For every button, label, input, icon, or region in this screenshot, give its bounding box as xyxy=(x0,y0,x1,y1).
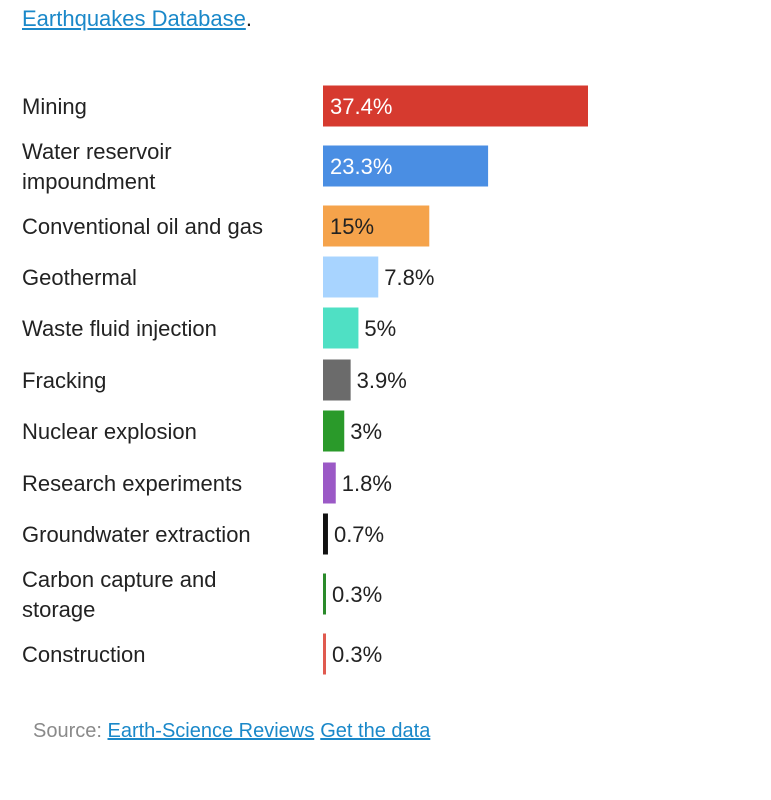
bar xyxy=(323,513,328,555)
bar xyxy=(323,359,351,401)
bar-chart: Mining 37.4% Water reservoir impoundment 23.… xyxy=(22,85,588,675)
value-label: 3.9% xyxy=(357,368,407,393)
source-prefix: Source: xyxy=(33,720,102,742)
earthquakes-database-link[interactable]: Earthquakes Database xyxy=(22,6,246,31)
get-the-data-link[interactable]: Get the data xyxy=(320,720,431,742)
bar xyxy=(323,256,379,298)
category-label: Fracking xyxy=(22,368,106,393)
bar xyxy=(323,307,359,349)
value-label: 15% xyxy=(330,214,374,239)
category-label: Construction xyxy=(22,642,146,667)
link-trailing-period: . xyxy=(245,6,252,31)
category-label: Conventional oil and gas xyxy=(22,214,263,239)
bar xyxy=(323,85,588,127)
value-label: 37.4% xyxy=(330,94,392,119)
bar xyxy=(323,205,430,247)
value-label: 0.7% xyxy=(334,522,384,547)
category-label: Carbon capture and storage xyxy=(22,567,216,622)
database-link-line: Earthquakes Database. xyxy=(22,6,252,32)
value-label: 0.3% xyxy=(332,642,382,667)
category-label: Geothermal xyxy=(22,265,137,290)
earth-science-reviews-link[interactable]: Earth-Science Reviews xyxy=(107,720,315,742)
value-label: 1.8% xyxy=(342,471,392,496)
category-label: Water reservoir impoundment xyxy=(22,139,172,194)
value-label: 5% xyxy=(364,316,396,341)
value-label: 0.3% xyxy=(332,582,382,607)
bar xyxy=(323,462,336,504)
category-label: Research experiments xyxy=(22,471,242,496)
bar xyxy=(323,633,326,675)
bar xyxy=(323,573,326,615)
category-label: Waste fluid injection xyxy=(22,316,217,341)
category-label: Nuclear explosion xyxy=(22,419,197,444)
source-line: Source: Earth-Science Reviews Get the dat… xyxy=(33,720,436,743)
category-label: Mining xyxy=(22,94,87,119)
bar xyxy=(323,145,489,187)
bar xyxy=(323,410,345,452)
value-label: 23.3% xyxy=(330,154,392,179)
value-label: 3% xyxy=(350,419,382,444)
category-label: Groundwater extraction xyxy=(22,522,251,547)
value-label: 7.8% xyxy=(384,265,434,290)
